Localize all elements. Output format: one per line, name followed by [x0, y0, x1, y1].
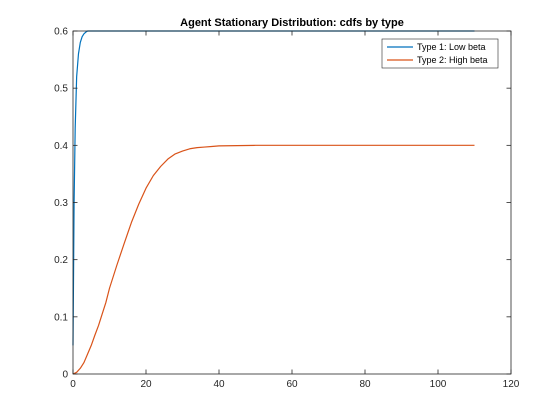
chart-title: Agent Stationary Distribution: cdfs by t…: [180, 17, 404, 29]
legend: Type 1: Low beta Type 2: High beta: [381, 38, 499, 69]
y-tick-label: 0.3: [54, 198, 68, 209]
series-line-type-2: [72, 144, 475, 375]
x-tick-label: 60: [286, 379, 298, 390]
series-line-type-1: [72, 30, 475, 346]
ticks-layer: 0 20 40 60 80 100 120 0 0.1 0.2 0.3 0.4 0.5 0.6: [54, 27, 520, 391]
y-tick-label: 0.6: [54, 27, 68, 38]
x-tick-label: 20: [140, 379, 152, 390]
x-tick-label: 100: [430, 379, 447, 390]
x-tick-label: 80: [359, 379, 371, 390]
y-tick-label: 0.2: [54, 255, 68, 266]
x-tick-label: 40: [213, 379, 225, 390]
axes-box: [72, 30, 512, 375]
y-tick-label: 0.5: [54, 84, 68, 95]
y-tick-label: 0: [62, 370, 68, 381]
y-tick-label: 0.4: [54, 141, 68, 152]
y-tick-label: 0.1: [54, 312, 68, 323]
series-layer: [72, 30, 475, 375]
legend-box: [381, 38, 499, 69]
x-tick-label: 120: [503, 379, 520, 390]
legend-label-type-2: Type 2: High beta: [417, 55, 488, 65]
legend-label-type-1: Type 1: Low beta: [417, 42, 486, 52]
x-tick-label: 0: [70, 379, 76, 390]
